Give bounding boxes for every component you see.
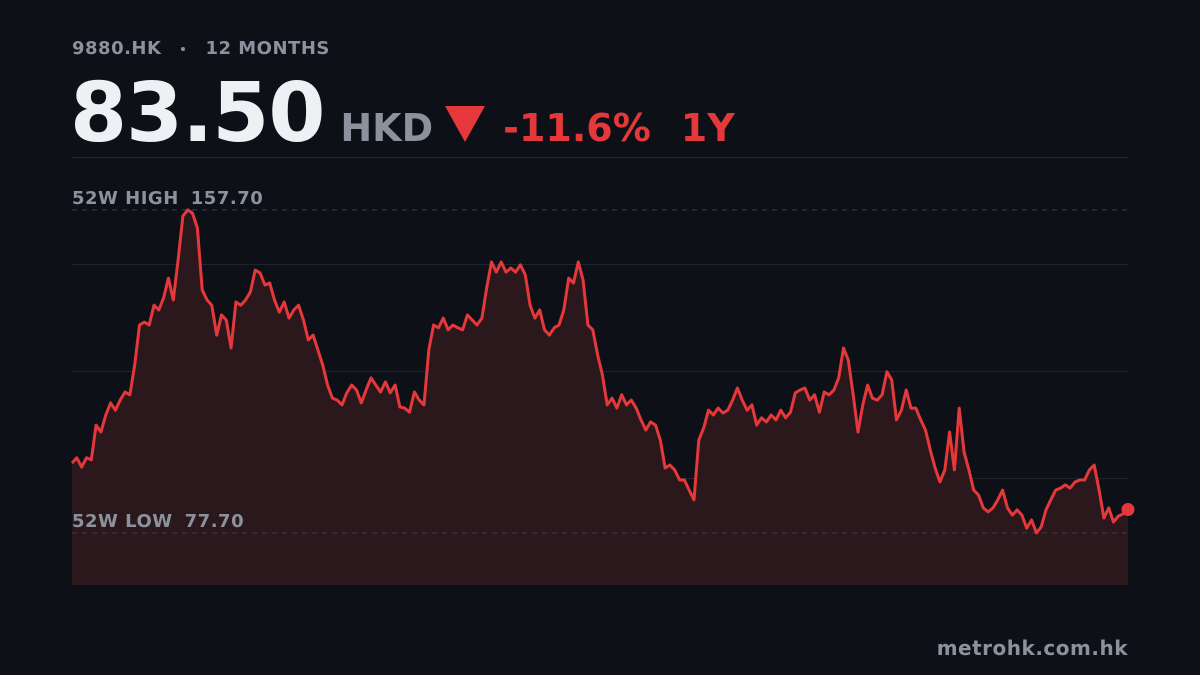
price-line [70, 208, 1130, 535]
ticker: 9880.HK [72, 38, 162, 59]
reference-value: 77.70 [185, 511, 244, 532]
last-point [1121, 502, 1135, 516]
price-row: 83.50 HKD -11.6% 1Y [70, 66, 735, 161]
header-meta: 9880.HK 12 MONTHS [72, 38, 330, 59]
down-arrow [445, 105, 486, 142]
reference-label: 52W LOW 77.70 [72, 511, 244, 532]
range: 1Y [680, 106, 735, 150]
period: 12 MONTHS [205, 38, 330, 59]
change: -11.6% [503, 106, 651, 150]
separator-dot [181, 46, 186, 51]
area [72, 209, 1128, 585]
source: metrohk.com.hk [936, 636, 1128, 660]
reference-label: 52W HIGH 157.70 [72, 188, 263, 209]
reference-name: 52W LOW [72, 511, 173, 532]
currency: HKD [340, 106, 434, 150]
price: 83.50 [70, 66, 325, 161]
reference-name: 52W HIGH [72, 188, 179, 209]
reference-value: 157.70 [191, 188, 263, 209]
